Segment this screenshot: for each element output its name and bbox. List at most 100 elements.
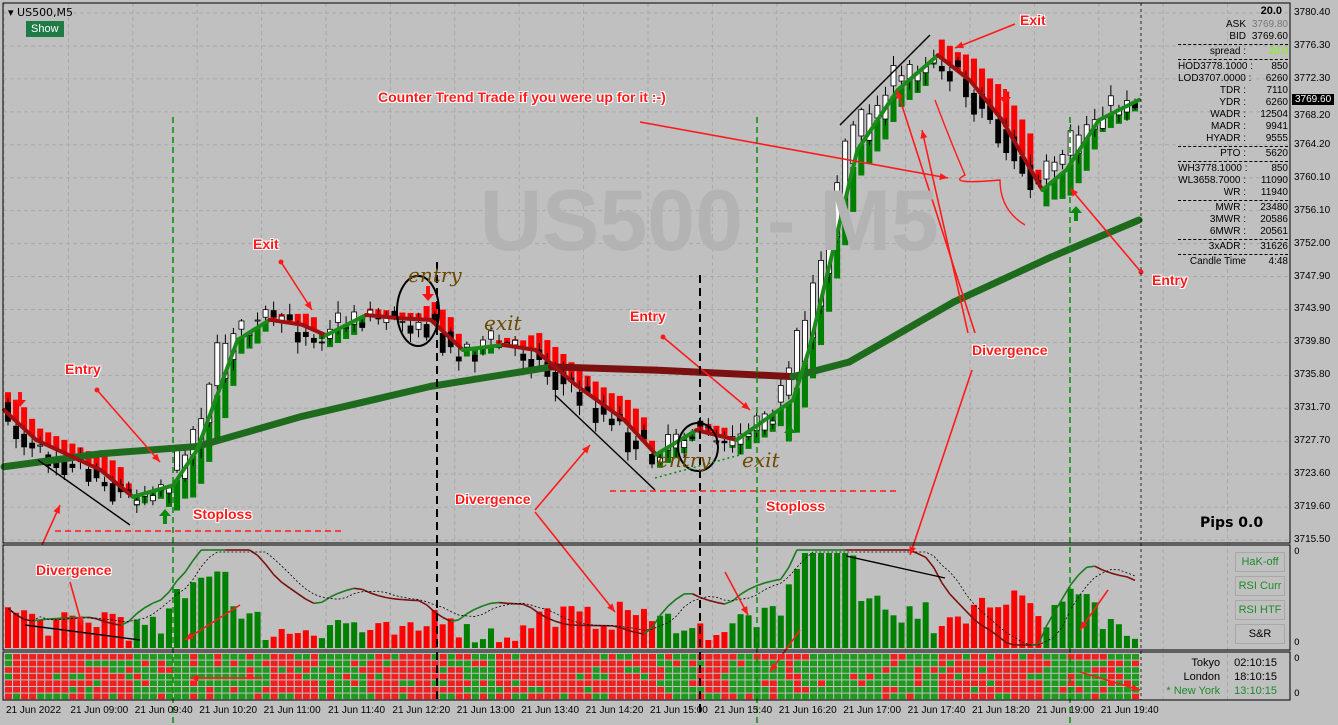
heatmap-cell xyxy=(431,660,439,667)
heatmap-cell xyxy=(713,667,721,673)
heatmap-cell xyxy=(463,673,471,680)
heatmap-cell xyxy=(890,687,898,693)
heatmap-cell xyxy=(922,680,930,686)
heatmap-cell xyxy=(439,693,447,700)
trend-bar xyxy=(866,132,873,164)
annotation-arrow-line xyxy=(921,129,969,334)
heatmap-cell xyxy=(1059,693,1067,700)
heatmap-cell xyxy=(737,660,745,667)
histogram-bar xyxy=(544,608,551,648)
info-row: HYADR :9555 xyxy=(1178,133,1288,145)
histogram-bar xyxy=(608,629,615,648)
candle-body xyxy=(633,440,639,450)
heatmap-cell xyxy=(149,667,157,673)
heatmap-cell xyxy=(1035,693,1043,700)
histogram-bar xyxy=(568,606,575,648)
heatmap-cell xyxy=(649,680,656,686)
heatmap-cell xyxy=(1003,673,1011,680)
time-tick: 21 Jun 18:20 xyxy=(972,705,1030,716)
annotation-brace xyxy=(934,99,1026,226)
info-label: Candle Time xyxy=(1189,256,1246,267)
heatmap-cell xyxy=(254,673,262,680)
heatmap-cell xyxy=(327,654,334,660)
rsi-curr-button[interactable]: RSI Curr xyxy=(1235,576,1285,596)
heatmap-cell xyxy=(793,667,801,673)
heatmap-cell xyxy=(769,660,777,667)
heatmap-cell xyxy=(174,693,182,700)
heatmap-cell xyxy=(133,654,141,660)
rsi-line-segment xyxy=(997,635,1007,644)
heatmap-cell xyxy=(1019,660,1027,667)
heatmap-cell xyxy=(810,660,817,667)
heatmap-cell xyxy=(995,693,1003,700)
heatmap-cell xyxy=(415,687,423,693)
rsi-line-segment xyxy=(522,603,532,609)
heatmap-cell xyxy=(922,673,930,680)
heatmap-cell xyxy=(1003,687,1011,693)
trend-bar xyxy=(262,322,269,332)
heatmap-cell xyxy=(979,680,987,686)
histogram-bar xyxy=(174,589,181,648)
heatmap-cell xyxy=(640,680,648,686)
show-button[interactable]: Show xyxy=(26,21,64,37)
heatmap-cell xyxy=(995,660,1003,667)
heatmap-cell xyxy=(375,660,383,667)
trend-bar xyxy=(488,346,494,354)
heatmap-cell xyxy=(801,654,809,660)
heatmap-cell xyxy=(375,667,383,673)
heatmap-cell xyxy=(133,680,141,686)
symbol-label[interactable]: ▾ US500,M5 xyxy=(8,6,74,19)
heatmap-cell xyxy=(697,673,705,680)
heatmap-cell xyxy=(230,654,238,660)
heatmap-cell xyxy=(713,687,721,693)
heatmap-cell xyxy=(141,660,149,667)
heatmap-cell xyxy=(61,654,69,660)
heatmap-cell xyxy=(343,673,351,680)
heatmap-cell xyxy=(600,693,608,700)
trend-bar xyxy=(632,408,639,433)
heatmap-cell xyxy=(649,667,656,673)
candle-body xyxy=(21,433,28,448)
heatmap-cell xyxy=(777,680,785,686)
price-tick: 3747.90 xyxy=(1294,270,1331,282)
heatmap-cell xyxy=(761,680,769,686)
heatmap-cell xyxy=(431,673,439,680)
heatmap-cell xyxy=(5,673,12,680)
histogram-bar xyxy=(238,618,245,648)
heatmap-cell xyxy=(1035,667,1043,673)
trend-bar xyxy=(568,362,575,382)
heatmap-cell xyxy=(1132,680,1139,686)
heatmap-cell xyxy=(906,673,914,680)
heatmap-cell xyxy=(5,654,12,660)
candles xyxy=(5,49,1138,513)
histogram-bar xyxy=(552,626,559,648)
heatmap-cell xyxy=(343,680,351,686)
heatmap-cell xyxy=(649,660,656,667)
heatmap-cell xyxy=(962,667,970,673)
candle-body xyxy=(13,425,19,440)
info-value: 5620 xyxy=(1265,148,1288,159)
histogram-bar xyxy=(882,609,889,648)
slow-ma-segment xyxy=(950,253,1054,306)
heatmap-cell xyxy=(222,673,230,680)
heatmap-cell xyxy=(576,680,584,686)
heatmap-cell xyxy=(439,673,447,680)
histogram-bar xyxy=(1011,590,1018,648)
heatmap-cell xyxy=(367,693,375,700)
heatmap-cell xyxy=(1011,660,1019,667)
annotation-arrow-line xyxy=(662,336,751,411)
candle-body xyxy=(294,332,301,343)
heatmap-cell xyxy=(447,673,455,680)
arrowhead-icon xyxy=(304,301,312,310)
s-and-r-button[interactable]: S&R xyxy=(1235,624,1285,644)
heatmap-cell xyxy=(737,667,745,673)
heatmap-cell xyxy=(1123,680,1131,686)
rsi-htf-button[interactable]: RSI HTF xyxy=(1235,600,1285,620)
heatmap-cell xyxy=(1011,667,1019,673)
heatmap-cell xyxy=(1083,673,1091,680)
heatmap-cell xyxy=(866,660,874,667)
hak-off-button[interactable]: HaK-off xyxy=(1235,552,1285,572)
heatmap-cell xyxy=(640,667,648,673)
heatmap-cell xyxy=(45,687,53,693)
